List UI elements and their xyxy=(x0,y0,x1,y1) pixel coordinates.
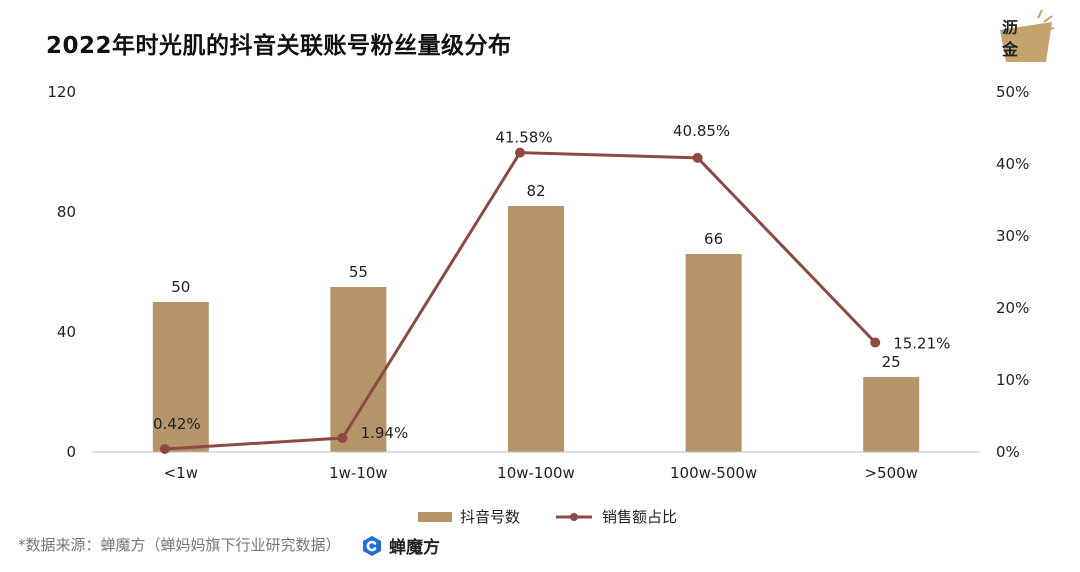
x-tick-label: 100w-500w xyxy=(670,464,757,482)
line-point xyxy=(692,152,703,163)
bar xyxy=(152,302,209,452)
logo-text-line1: 沥 xyxy=(1002,18,1019,37)
line-point xyxy=(159,443,170,454)
x-tick-label: 1w-10w xyxy=(329,464,388,482)
legend-swatch-line xyxy=(556,512,593,521)
line-value-label: 1.94% xyxy=(361,424,409,442)
bar-value-label: 25 xyxy=(882,353,901,371)
logo-text-line2: 金 xyxy=(1002,40,1019,59)
x-tick-label: 10w-100w xyxy=(497,464,575,482)
bar xyxy=(508,206,564,452)
bar-value-label: 82 xyxy=(526,182,545,200)
y-left-tick-label: 0 xyxy=(66,443,76,461)
bar-value-label: 50 xyxy=(171,278,190,296)
brand-c-icon xyxy=(363,535,381,556)
source-note: *数据来源：蝉魔方（蝉妈妈旗下行业研究数据） xyxy=(18,536,341,554)
y-left-tick-label: 120 xyxy=(47,83,76,101)
x-tick-label: >500w xyxy=(864,464,917,482)
y-right-tick-label: 50% xyxy=(996,83,1029,101)
brand-name: 蝉魔方 xyxy=(389,538,440,558)
bar-value-label: 66 xyxy=(704,230,723,248)
bar-value-label: 55 xyxy=(349,263,368,281)
y-right-tick-label: 20% xyxy=(996,299,1029,317)
line-point xyxy=(337,433,348,444)
bar xyxy=(685,254,742,452)
y-right-tick-label: 0% xyxy=(996,443,1020,461)
line-point xyxy=(515,147,525,158)
legend-swatch-bar xyxy=(418,511,452,522)
legend-item-bar: 抖音号数 xyxy=(418,506,520,527)
brand-logo-icon xyxy=(1000,9,1055,62)
legend-label-bar: 抖音号数 xyxy=(460,508,521,526)
bar xyxy=(330,287,387,452)
x-tick-label: <1w xyxy=(164,464,198,482)
legend: 抖音号数 销售额占比 xyxy=(418,506,677,527)
footer-brand: 蝉魔方 xyxy=(360,533,440,558)
line-value-label: 0.42% xyxy=(153,415,201,433)
line-value-label: 15.21% xyxy=(893,334,950,352)
line-value-label: 40.85% xyxy=(673,122,730,140)
chart-title: 2022年时光肌的抖音关联账号粉丝量级分布 xyxy=(46,33,512,59)
y-right-tick-label: 40% xyxy=(996,155,1029,173)
y-right-tick-label: 30% xyxy=(996,227,1029,245)
line-value-label: 41.58% xyxy=(495,129,552,147)
line-point xyxy=(870,337,881,348)
y-right-tick-label: 10% xyxy=(996,371,1029,389)
y-left-tick-label: 40 xyxy=(57,323,76,341)
legend-item-line: 销售额占比 xyxy=(554,506,677,527)
legend-label-line: 销售额占比 xyxy=(602,508,678,526)
y-left-tick-label: 80 xyxy=(57,203,76,221)
bar xyxy=(863,377,920,452)
